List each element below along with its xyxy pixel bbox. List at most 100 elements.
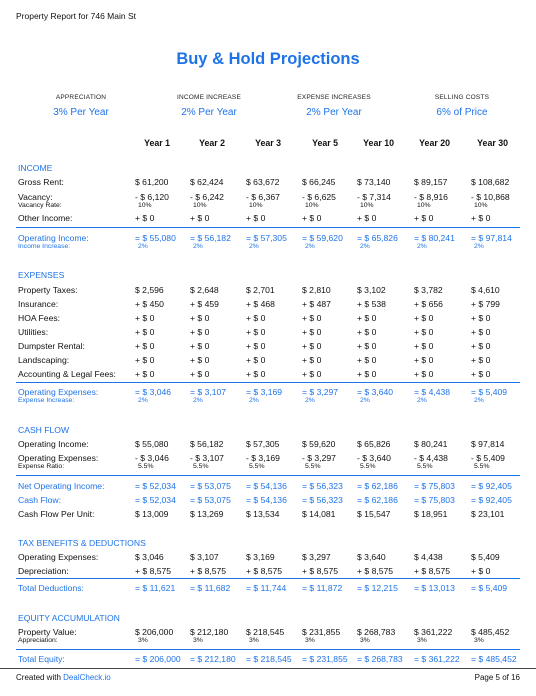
row-value: + $ 0: [135, 355, 155, 365]
row-label: Net Operating Income:: [18, 481, 105, 491]
row-value: = $ 53,075: [190, 481, 231, 491]
row-value: + $ 0: [246, 213, 266, 223]
row-value: = $ 3,046: [135, 387, 172, 397]
row-value: + $ 0: [135, 213, 155, 223]
year-header: Year 2: [199, 138, 225, 148]
row-value: = $ 80,241: [414, 233, 455, 243]
row-value: + $ 0: [190, 355, 210, 365]
row-subvalue: 10%: [474, 202, 488, 209]
row-value: + $ 0: [302, 313, 322, 323]
assumption-value: 3% Per Year: [53, 107, 109, 118]
row-value: + $ 0: [190, 341, 210, 351]
row-subvalue: 5.5%: [193, 463, 209, 470]
row-value: $ 66,245: [302, 177, 336, 187]
row-value: + $ 0: [246, 341, 266, 351]
row-value: $ 268,783: [357, 627, 396, 637]
row-value: + $ 487: [302, 299, 331, 309]
divider: [16, 578, 520, 579]
row-label: Operating Expenses:: [18, 552, 99, 562]
row-subvalue: 5.5%: [138, 463, 154, 470]
row-value: + $ 8,575: [414, 566, 451, 576]
row-value: + $ 0: [135, 327, 155, 337]
row-subvalue: 2%: [305, 397, 315, 404]
row-value: $ 3,782: [414, 285, 443, 295]
row-value: = $ 75,803: [414, 495, 455, 505]
row-value: = $ 231,855: [302, 654, 348, 664]
row-value: + $ 0: [135, 313, 155, 323]
divider: [16, 382, 520, 383]
row-value: $ 63,672: [246, 177, 280, 187]
footer-divider: [0, 668, 536, 669]
row-value: = $ 485,452: [471, 654, 517, 664]
row-subvalue: 10%: [249, 202, 263, 209]
row-subvalue: 3%: [305, 637, 315, 644]
row-subvalue: 2%: [193, 397, 203, 404]
row-label: Operating Expenses:: [18, 387, 99, 397]
row-value: $ 206,000: [135, 627, 174, 637]
assumption-4: SELLING COSTS 6% of Price: [392, 94, 532, 118]
row-value: = $ 13,013: [414, 583, 455, 593]
row-value: + $ 538: [357, 299, 386, 309]
row-value: = $ 62,186: [357, 481, 398, 491]
row-value: $ 97,814: [471, 439, 505, 449]
assumption-label: INCOME INCREASE: [176, 94, 242, 101]
row-subvalue: 3%: [138, 637, 148, 644]
row-value: + $ 0: [246, 327, 266, 337]
row-value: = $ 55,080: [135, 233, 176, 243]
row-value: = $ 4,438: [414, 387, 451, 397]
row-value: = $ 97,814: [471, 233, 512, 243]
assumption-label: SELLING COSTS: [434, 94, 490, 101]
row-value: + $ 0: [357, 327, 377, 337]
row-value: = $ 268,783: [357, 654, 403, 664]
row-value: = $ 5,409: [471, 583, 508, 593]
page-title: Buy & Hold Projections: [176, 50, 360, 68]
row-value: $ 3,297: [302, 552, 331, 562]
row-value: - $ 6,367: [246, 192, 280, 202]
row-subvalue: 2%: [417, 397, 427, 404]
row-subvalue: 10%: [193, 202, 207, 209]
row-label: Property Value:: [18, 627, 77, 637]
row-value: = $ 11,744: [246, 583, 287, 593]
row-value: + $ 0: [190, 369, 210, 379]
row-subvalue: 2%: [249, 397, 259, 404]
row-label: Dumpster Rental:: [18, 341, 85, 351]
row-value: = $ 56,323: [302, 495, 343, 505]
row-value: $ 55,080: [135, 439, 169, 449]
assumption-label: EXPENSE INCREASES: [297, 94, 371, 101]
row-value: $ 108,682: [471, 177, 510, 187]
row-value: + $ 0: [414, 327, 434, 337]
row-value: $ 14,081: [302, 509, 336, 519]
row-value: + $ 0: [302, 355, 322, 365]
row-subvalue: 2%: [417, 243, 427, 250]
row-label: Vacancy:: [18, 192, 53, 202]
row-subvalue: 10%: [138, 202, 152, 209]
row-subvalue: 10%: [360, 202, 374, 209]
row-value: - $ 3,169: [246, 453, 280, 463]
row-subvalue: 3%: [249, 637, 259, 644]
row-value: + $ 0: [302, 213, 322, 223]
row-value: + $ 8,575: [246, 566, 283, 576]
row-value: - $ 6,242: [190, 192, 224, 202]
section-title-income: INCOME: [18, 163, 53, 173]
row-label: Operating Income:: [18, 233, 89, 243]
row-label: Operating Income:: [18, 439, 89, 449]
row-value: = $ 92,405: [471, 495, 512, 505]
row-value: + $ 8,575: [357, 566, 394, 576]
row-label: Landscaping:: [18, 355, 70, 365]
row-value: = $ 53,075: [190, 495, 231, 505]
row-value: + $ 0: [302, 327, 322, 337]
row-value: = $ 56,323: [302, 481, 343, 491]
year-header: Year 10: [363, 138, 394, 148]
row-value: = $ 3,297: [302, 387, 339, 397]
row-value: + $ 0: [302, 341, 322, 351]
dealcheck-link[interactable]: DealCheck.io: [63, 673, 111, 682]
row-value: $ 15,547: [357, 509, 391, 519]
row-value: = $ 52,034: [135, 495, 176, 505]
row-subvalue: 2%: [360, 243, 370, 250]
year-header: Year 5: [312, 138, 338, 148]
row-value: + $ 459: [190, 299, 219, 309]
row-subvalue: 2%: [474, 243, 484, 250]
divider: [16, 475, 520, 476]
row-value: $ 231,855: [302, 627, 341, 637]
row-subvalue: 5.5%: [305, 463, 321, 470]
